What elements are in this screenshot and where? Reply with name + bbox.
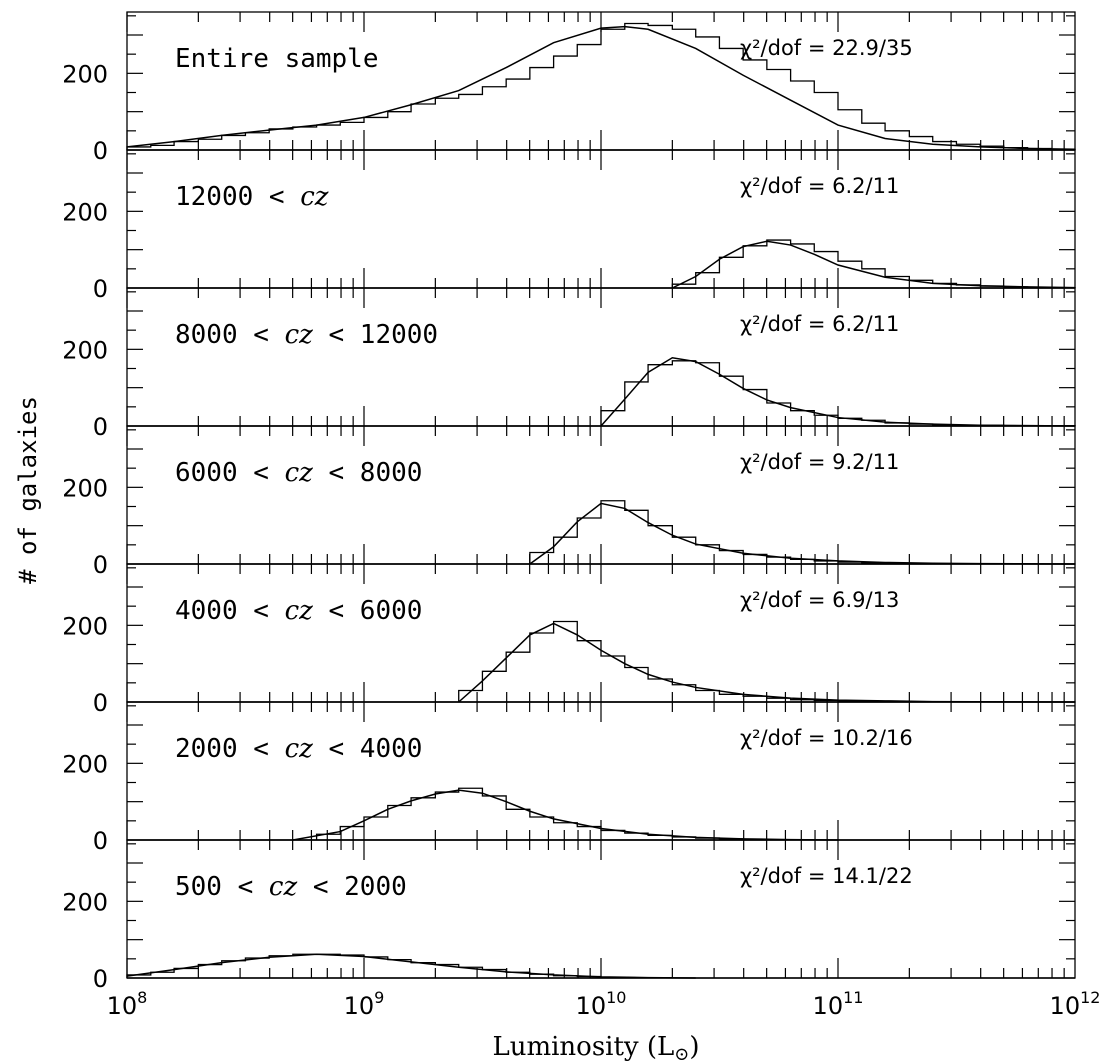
panel-label: 6000 < cz < 8000 xyxy=(175,458,422,488)
fit-curve xyxy=(600,356,1076,427)
panel-6: 0 200 500 < cz < 2000 χ²/dof = 14.1/22 xyxy=(62,839,1076,993)
y-tick-label: 0 xyxy=(93,551,108,579)
chi2-label: χ²/dof = 22.9/35 xyxy=(740,36,913,60)
histogram-series xyxy=(458,620,910,703)
panel-label: 4000 < cz < 6000 xyxy=(175,596,422,626)
panel-label: 8000 < cz < 12000 xyxy=(175,320,438,350)
fit-curve xyxy=(458,622,1076,703)
x-tick-label: 1010 xyxy=(576,988,627,1020)
chi2-label: χ²/dof = 6.9/13 xyxy=(740,588,899,612)
panel-4: 0 200 4000 < cz < 6000 χ²/dof = 6.9/13 xyxy=(62,563,1076,717)
panel-5: 0 200 2000 < cz < 4000 χ²/dof = 10.2/16 xyxy=(62,701,1076,855)
y-tick-label: 0 xyxy=(93,965,108,993)
histogram-series xyxy=(529,500,958,565)
chi2-label: χ²/dof = 6.2/11 xyxy=(740,312,899,336)
fit-curve xyxy=(672,240,1076,289)
y-tick-label: 200 xyxy=(62,750,108,778)
fit-curve xyxy=(126,25,1076,150)
panel-frame xyxy=(126,149,1076,289)
panel-3: 0 200 6000 < cz < 8000 χ²/dof = 9.2/11 xyxy=(62,425,1076,579)
panels: 0 200 Entire sample χ²/dof = 22.9/35 0 200 120… xyxy=(62,11,1076,993)
y-tick-label: 200 xyxy=(62,336,108,364)
y-tick-label: 0 xyxy=(93,413,108,441)
y-axis-title: # of galaxies xyxy=(14,396,42,584)
histogram-series xyxy=(315,787,768,840)
chi2-label: χ²/dof = 14.1/22 xyxy=(740,864,913,888)
panel-0: 0 200 Entire sample χ²/dof = 22.9/35 xyxy=(62,11,1076,165)
y-tick-label: 0 xyxy=(93,827,108,855)
panel-2: 0 200 8000 < cz < 12000 χ²/dof = 6.2/11 xyxy=(62,287,1076,441)
y-tick-label: 0 xyxy=(93,689,108,717)
chi2-label: χ²/dof = 9.2/11 xyxy=(740,450,899,474)
x-tick-label: 109 xyxy=(344,988,385,1020)
fit-curve xyxy=(292,789,839,841)
panel-label: 12000 < cz xyxy=(175,182,329,212)
x-tick-label: 1012 xyxy=(1050,988,1101,1020)
panel-label: 500 < cz < 2000 xyxy=(175,872,407,902)
chi2-label: χ²/dof = 10.2/16 xyxy=(740,726,913,750)
x-axis-title: Luminosity (L⊙) xyxy=(492,1032,699,1061)
chi2-label: χ²/dof = 6.2/11 xyxy=(740,174,899,198)
panel-frame xyxy=(126,563,1076,703)
histogram-series xyxy=(671,239,1076,289)
panel-1: 0 200 12000 < cz χ²/dof = 6.2/11 xyxy=(62,149,1076,303)
y-tick-label: 0 xyxy=(93,275,108,303)
x-tick-label: 1011 xyxy=(813,988,864,1020)
y-tick-label: 200 xyxy=(62,474,108,502)
y-tick-label: 200 xyxy=(62,888,108,916)
x-tick-label: 108 xyxy=(107,988,148,1020)
y-tick-label: 200 xyxy=(62,60,108,88)
fit-curve xyxy=(126,953,696,979)
y-tick-label: 0 xyxy=(93,137,108,165)
y-tick-label: 200 xyxy=(62,198,108,226)
panel-frame xyxy=(126,425,1076,565)
fit-curve xyxy=(529,502,1076,565)
y-tick-label: 200 xyxy=(62,612,108,640)
panel-frame xyxy=(126,701,1076,841)
panel-label: Entire sample xyxy=(175,44,379,74)
x-tick-labels: 108 109 1010 1011 1012 xyxy=(107,988,1101,1020)
panel-frame xyxy=(126,287,1076,427)
panel-label: 2000 < cz < 4000 xyxy=(175,734,422,764)
